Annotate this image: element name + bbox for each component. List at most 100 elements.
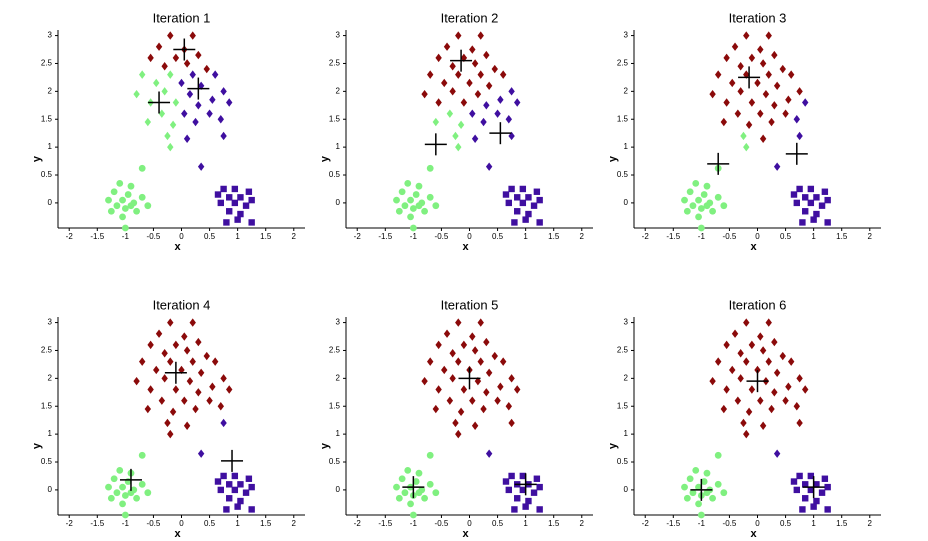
square-point [807, 486, 815, 494]
y-tick-label: 0 [336, 485, 341, 494]
circle-point [407, 213, 414, 221]
circle-point [138, 164, 146, 172]
diamond-point [734, 109, 742, 118]
diamond-point [494, 109, 501, 118]
y-tick-label: 2.5 [329, 346, 341, 355]
circle-point [709, 494, 716, 502]
circle-point [415, 182, 423, 190]
circle-point [692, 466, 700, 474]
diamond-point [709, 89, 716, 99]
diamond-point [195, 50, 202, 60]
diamond-point [220, 131, 227, 141]
circle-point [714, 480, 722, 488]
diamond-point [471, 346, 479, 355]
diamond-point [172, 385, 180, 394]
square-point [231, 472, 239, 480]
square-point [799, 506, 806, 513]
circle-point [714, 193, 722, 201]
square-point [793, 486, 800, 494]
circle-point [720, 202, 728, 210]
circle-point [697, 205, 705, 212]
square-point [525, 194, 532, 201]
circle-point [395, 494, 403, 502]
diamond-point [748, 340, 756, 350]
diamond-point [435, 385, 442, 394]
diamond-point [455, 357, 462, 366]
diamond-point [167, 429, 174, 439]
subplot: Iteration 6 -2 -1.5 -1 -0.5 0 0.5 1 1.5 2 0 0.5 1 1.5… [607, 297, 881, 540]
diamond-point [432, 404, 440, 414]
square-point [790, 478, 798, 485]
circle-point [432, 202, 440, 210]
x-tick-label: -0.5 [435, 519, 449, 528]
square-point [242, 489, 250, 496]
centroid [514, 473, 537, 496]
diamond-point [220, 87, 227, 96]
diamond-point [754, 365, 761, 375]
diamond-point [203, 64, 210, 74]
square-point [821, 475, 829, 482]
circle-point [426, 164, 434, 172]
diamond-point [471, 134, 479, 143]
diamond-point [226, 98, 233, 107]
circle-point [107, 207, 115, 215]
circle-point [116, 466, 124, 474]
diamond-point [734, 396, 742, 405]
x-tick-label: -1.5 [378, 232, 392, 241]
square-point [519, 486, 527, 494]
square-point [226, 194, 233, 201]
square-point [214, 478, 222, 485]
circle-point [144, 202, 152, 210]
diamond-point [469, 45, 476, 54]
diamond-point [183, 421, 191, 430]
circle-point [709, 207, 716, 215]
diamond-point [771, 101, 778, 110]
x-tick-label: -1 [698, 232, 706, 241]
diamond-point [469, 396, 476, 405]
diamond-point [446, 109, 454, 118]
diamond-point [189, 357, 196, 366]
circle-point [407, 500, 414, 508]
square-point [536, 219, 543, 226]
diamond-point [449, 87, 456, 96]
diamond-point [737, 374, 744, 383]
diamond-point [178, 78, 185, 88]
x-tick-label: -2 [642, 519, 650, 528]
diamond-point [161, 62, 168, 71]
x-tick-label: 1.5 [836, 232, 848, 241]
x-tick-label: 2 [580, 519, 585, 528]
diamond-point [787, 70, 795, 79]
diamond-point [497, 95, 504, 104]
y-tick-label: 0 [624, 485, 629, 494]
circle-point [714, 451, 722, 459]
square-point [536, 196, 543, 204]
square-point [522, 503, 529, 510]
diamond-point [483, 337, 490, 347]
square-point [802, 481, 809, 488]
diamond-point [773, 81, 781, 90]
diamond-point [754, 78, 761, 88]
centroid [489, 122, 512, 145]
x-tick-label: -0.5 [147, 519, 161, 528]
diamond-point [757, 396, 764, 405]
diamond-point [155, 42, 163, 51]
diamond-point [147, 385, 154, 394]
circle-point [404, 179, 412, 187]
circle-point [121, 511, 129, 519]
circle-point [415, 202, 423, 210]
diamond-point [153, 365, 160, 375]
square-point [248, 196, 255, 204]
square-point [813, 481, 820, 488]
diamond-point [460, 98, 468, 107]
diamond-point [195, 101, 202, 110]
circle-point [681, 483, 688, 491]
centroid [707, 152, 730, 175]
x-tick-label: -0.5 [435, 232, 449, 241]
diamond-point [802, 385, 809, 394]
y-tick-label: 0.5 [617, 170, 629, 179]
diamond-point [787, 357, 795, 366]
x-tick-label: 2 [868, 232, 873, 241]
diamond-point [720, 404, 728, 414]
centroid [164, 361, 187, 384]
x-tick-label: 1 [235, 519, 240, 528]
